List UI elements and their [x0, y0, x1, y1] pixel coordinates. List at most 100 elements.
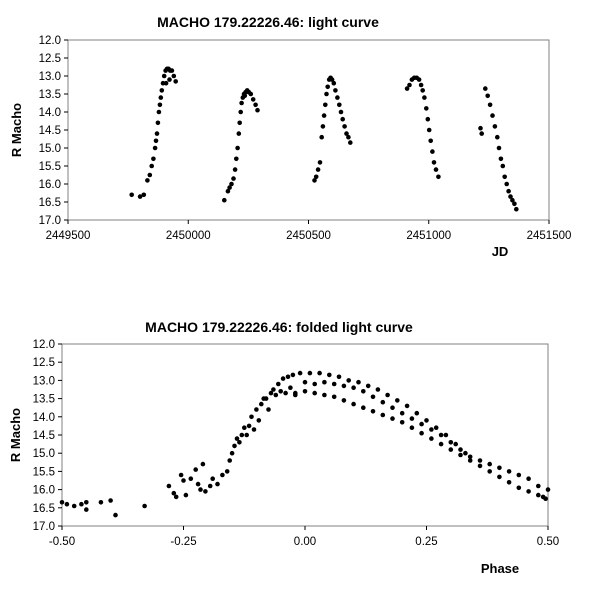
data-point: [324, 91, 329, 97]
data-point: [253, 102, 258, 108]
data-point: [315, 167, 321, 172]
data-point: [463, 450, 468, 456]
data-point: [320, 124, 326, 129]
data-point: [336, 374, 342, 380]
data-point: [346, 134, 351, 140]
data-point: [227, 458, 232, 463]
data-point: [414, 410, 420, 416]
data-point: [536, 483, 541, 489]
data-point: [207, 483, 213, 489]
data-point: [239, 100, 244, 106]
data-point: [430, 149, 435, 154]
data-point: [526, 489, 531, 494]
data-point: [487, 461, 493, 467]
data-point: [322, 379, 327, 385]
data-point: [280, 376, 286, 381]
data-point: [409, 425, 415, 431]
data-point: [424, 418, 429, 423]
data-point: [231, 176, 236, 181]
data-point: [169, 68, 175, 73]
x-tick-label: 0.50: [537, 536, 559, 548]
data-point: [249, 414, 254, 420]
data-point: [395, 398, 400, 403]
data-point: [232, 167, 238, 172]
data-point: [155, 120, 161, 126]
data-point: [239, 432, 245, 438]
data-point: [224, 469, 230, 474]
data-point: [200, 461, 206, 467]
data-point: [167, 77, 172, 82]
data-point: [448, 447, 454, 452]
data-point: [161, 73, 167, 79]
data-point: [210, 476, 215, 482]
data-point: [438, 432, 444, 438]
data-point: [419, 430, 424, 436]
chart-2: 12.0 12.5 13.0 13.5 14.0 14.5 15.0 15.5 16.0 16.5…: [8, 319, 559, 576]
data-point: [178, 472, 184, 478]
data-point: [234, 436, 240, 441]
x-tick-label: -0.25: [170, 536, 196, 548]
data-points: [59, 370, 551, 518]
y-tick-label: 17.0: [33, 521, 55, 533]
data-point: [390, 416, 395, 421]
data-point: [319, 134, 325, 140]
x-tick-label: 0.25: [415, 536, 437, 548]
data-point: [490, 113, 495, 118]
x-tick-label: 2450500: [286, 230, 331, 242]
data-point: [222, 197, 227, 203]
data-point: [290, 372, 296, 378]
x-tick-label: 2451000: [406, 230, 451, 242]
data-point: [492, 124, 498, 129]
plot-area: [61, 343, 549, 527]
data-point: [312, 178, 317, 183]
data-point: [250, 97, 256, 102]
data-point: [195, 481, 201, 487]
data-point: [512, 201, 517, 207]
data-point: [225, 188, 231, 194]
data-point: [317, 370, 322, 376]
data-point: [331, 394, 337, 400]
data-point: [142, 503, 147, 509]
y-tick-label: 14.5: [33, 430, 55, 442]
data-point: [508, 194, 513, 199]
data-point: [242, 93, 248, 99]
data-point: [266, 407, 271, 412]
y-tick-label: 12.0: [33, 339, 55, 351]
data-point: [215, 481, 220, 487]
y-tick-label: 12.0: [39, 35, 61, 47]
data-point: [278, 389, 284, 394]
x-tick-label: 2449500: [46, 230, 91, 242]
y-tick-label: 13.5: [39, 89, 61, 101]
data-point: [429, 436, 434, 441]
data-point: [188, 476, 194, 482]
data-point: [497, 465, 502, 471]
data-point: [256, 418, 262, 423]
data-point: [84, 500, 89, 505]
data-point: [232, 443, 237, 449]
y-tick-label: 16.5: [39, 197, 61, 209]
data-point: [485, 93, 491, 99]
data-point: [159, 88, 165, 93]
data-point: [506, 480, 512, 485]
data-point: [433, 425, 439, 431]
data-point: [198, 487, 203, 492]
y-axis-label: R Macho: [8, 408, 23, 462]
data-point: [145, 178, 150, 183]
data-point: [356, 379, 361, 385]
data-point: [147, 172, 153, 178]
y-tick-label: 13.5: [33, 394, 55, 406]
x-axis-label: JD: [492, 244, 509, 259]
data-point: [361, 389, 366, 394]
data-point: [255, 107, 260, 113]
data-point: [380, 399, 386, 405]
data-point: [467, 454, 473, 460]
data-point: [335, 95, 340, 100]
data-point: [333, 88, 338, 93]
data-point: [516, 485, 522, 491]
data-point: [380, 412, 386, 418]
data-point: [448, 440, 454, 445]
data-point: [283, 390, 288, 396]
x-tick-label: 2451500: [527, 230, 572, 242]
data-point: [312, 390, 318, 396]
data-point: [84, 507, 89, 512]
